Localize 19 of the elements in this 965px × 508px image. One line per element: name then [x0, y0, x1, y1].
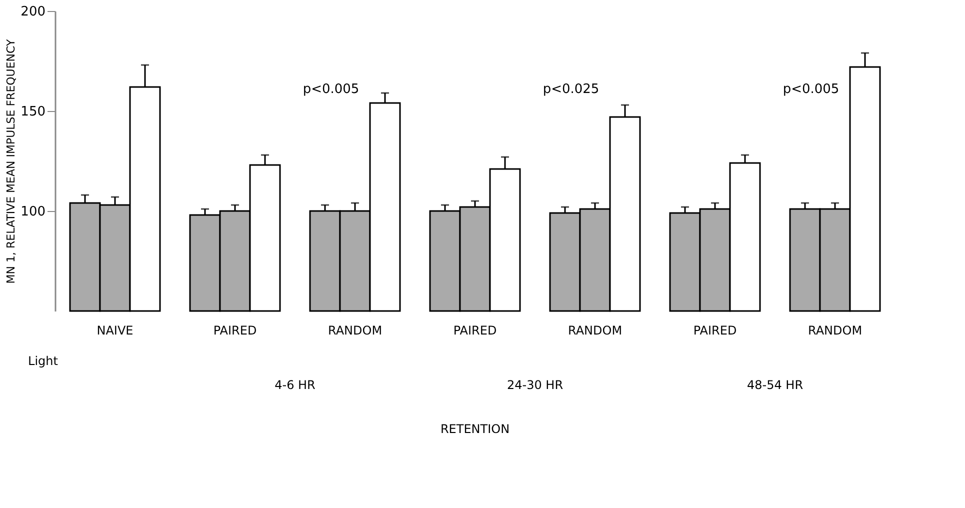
- x-tick-label: PAIRED: [453, 324, 497, 338]
- annotation: p<0.005: [302, 82, 360, 97]
- text: Light: [28, 354, 58, 368]
- y-tick-label: 100: [20, 204, 46, 220]
- x-tick-label: RANDOM: [328, 324, 382, 338]
- y-tick-label: 150: [20, 104, 46, 120]
- x-tick-label: PAIRED: [693, 324, 737, 338]
- annotation: p<0.005: [782, 82, 840, 97]
- x-tick-label: RANDOM: [808, 324, 862, 338]
- text: 24-30 HR: [506, 378, 564, 392]
- annotation: p<0.025: [542, 82, 600, 97]
- x-tick-label: PAIRED: [213, 324, 257, 338]
- y-axis-title: MN 1, RELATIVE MEAN IMPULSE FREQUENCY: [4, 38, 18, 284]
- x-tick-label: NAIVE: [96, 324, 134, 338]
- y-tick-label: 200: [20, 4, 46, 20]
- text: 48-54 HR: [746, 378, 804, 392]
- x-tick-label: RANDOM: [568, 324, 622, 338]
- text: RETENTION: [440, 422, 510, 436]
- text: 4-6 HR: [274, 378, 316, 392]
